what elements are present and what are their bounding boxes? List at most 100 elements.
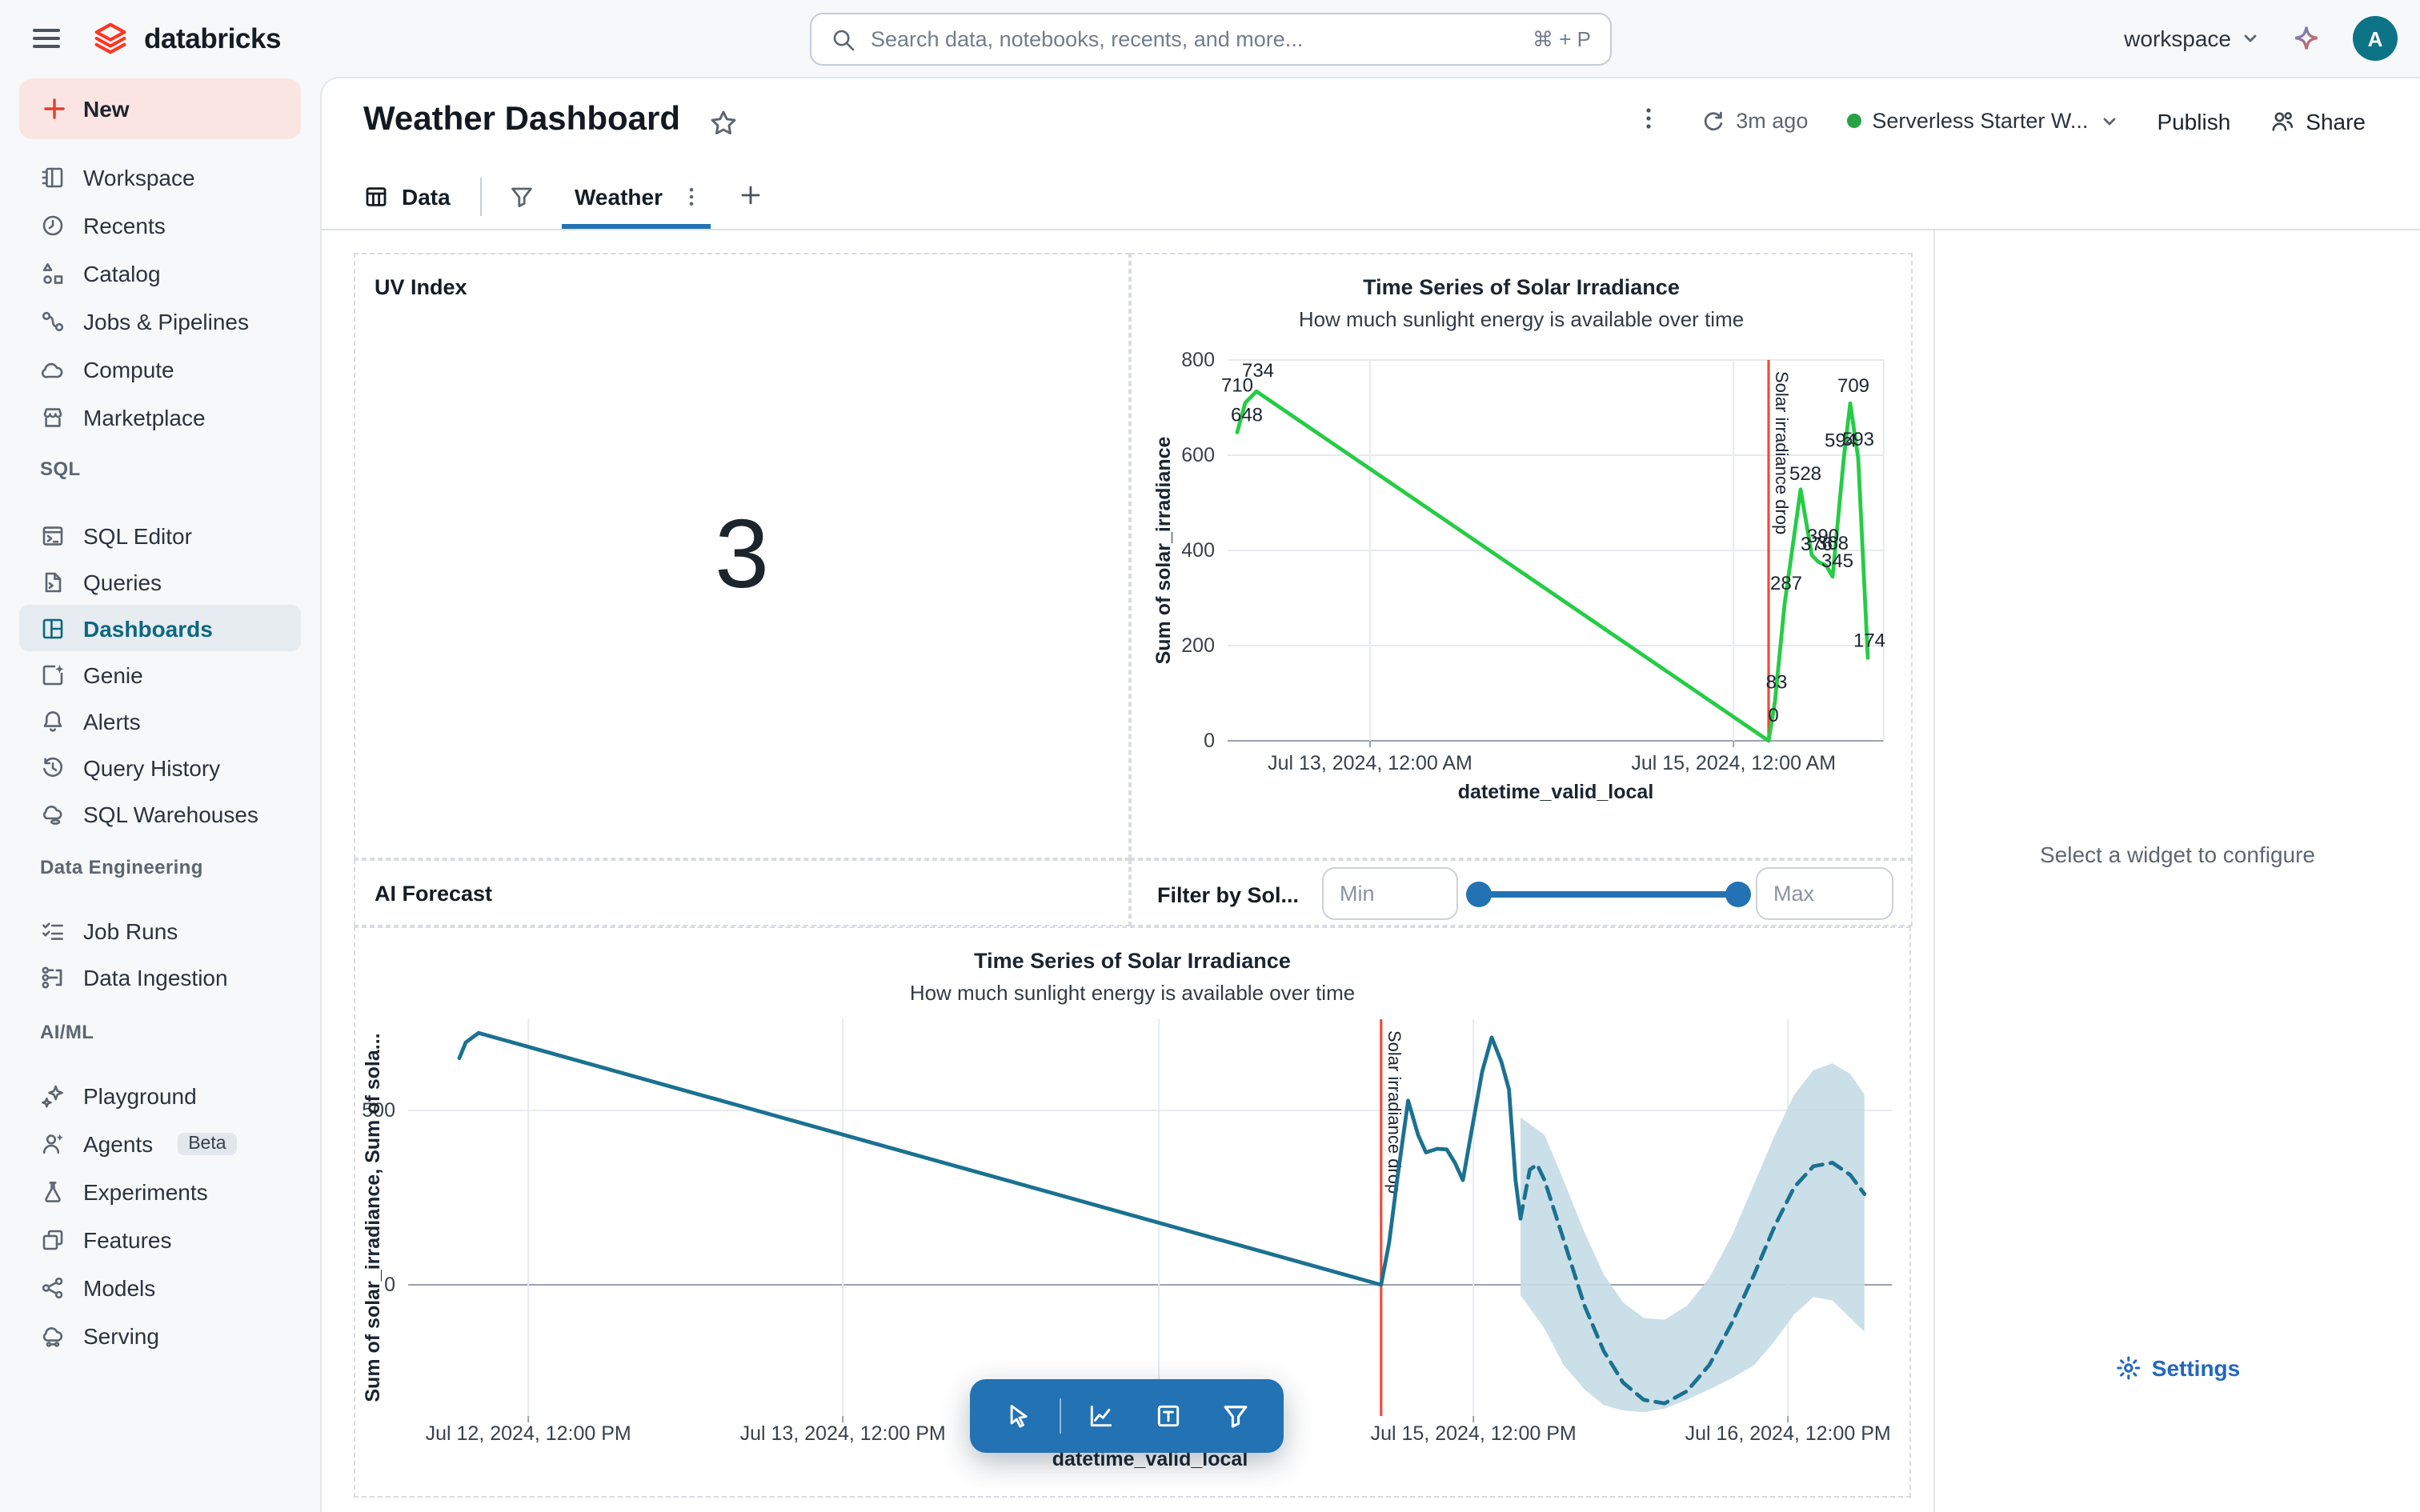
- settings-label: Settings: [2151, 1355, 2241, 1381]
- text-box-icon: [1155, 1402, 1184, 1430]
- sidebar-item-jobs-pipelines[interactable]: Jobs & Pipelines: [19, 298, 301, 346]
- gear-icon: [2115, 1355, 2141, 1381]
- sidebar-item-alerts[interactable]: Alerts: [19, 698, 301, 744]
- warehouse-status-dot: [1846, 114, 1861, 128]
- tab-bar: Data Weather: [322, 163, 2420, 230]
- share-button[interactable]: Share: [2269, 108, 2366, 134]
- sidebar-item-queries[interactable]: Queries: [19, 558, 301, 605]
- add-visualization-tool[interactable]: [1076, 1390, 1128, 1442]
- settings-button[interactable]: Settings: [2115, 1355, 2240, 1381]
- hamburger-menu-button[interactable]: [29, 22, 64, 54]
- filter-min-input[interactable]: [1322, 867, 1458, 920]
- sidebar-item-label: Workspace: [83, 165, 195, 190]
- search-shortcut: ⌘ + P: [1533, 26, 1591, 50]
- databricks-logo[interactable]: databricks: [90, 16, 281, 61]
- widget-ai-forecast[interactable]: AI Forecast: [354, 859, 1130, 926]
- sidebar-item-label: Models: [83, 1275, 156, 1301]
- tab-data[interactable]: Data: [363, 163, 451, 230]
- svg-text:528: 528: [1789, 463, 1821, 485]
- favorite-star-button[interactable]: [709, 109, 738, 142]
- sidebar-section-sql: SQL: [40, 458, 81, 480]
- new-button[interactable]: New: [19, 78, 301, 139]
- sidebar-item-label: Dashboards: [83, 615, 213, 641]
- playground-icon: [40, 1083, 66, 1109]
- select-cursor-tool[interactable]: [992, 1390, 1044, 1442]
- sidebar-item-job-runs[interactable]: Job Runs: [19, 907, 301, 954]
- svg-text:390: 390: [1807, 526, 1839, 547]
- refresh-time-label: 3m ago: [1736, 109, 1809, 133]
- experiments-icon: [40, 1179, 66, 1205]
- plus-icon: [42, 96, 67, 122]
- widget-uv-index[interactable]: UV Index 3: [354, 253, 1130, 859]
- sidebar-item-genie[interactable]: Genie: [19, 651, 301, 698]
- avatar[interactable]: A: [2353, 16, 2398, 61]
- warehouse-selector[interactable]: Serverless Starter W...: [1846, 109, 2118, 133]
- sidebar-item-recents[interactable]: Recents: [19, 202, 301, 250]
- filter-max-input[interactable]: [1756, 867, 1893, 920]
- sidebar-item-label: Marketplace: [83, 405, 206, 430]
- filter-range-slider[interactable]: [1466, 880, 1751, 909]
- slider-handle-min[interactable]: [1466, 882, 1492, 907]
- widget-solar-filter[interactable]: Filter by Sol...: [1130, 859, 1913, 926]
- star-icon: [709, 109, 738, 138]
- slider-handle-max[interactable]: [1725, 882, 1751, 907]
- sidebar-item-marketplace[interactable]: Marketplace: [19, 394, 301, 442]
- add-textbox-tool[interactable]: [1144, 1390, 1195, 1442]
- sidebar-item-sql-editor[interactable]: SQL Editor: [19, 512, 301, 558]
- search-icon: [831, 26, 856, 52]
- sidebar-item-sql-warehouses[interactable]: SQL Warehouses: [19, 790, 301, 837]
- warehouse-icon: [40, 801, 66, 826]
- dashboard-canvas: UV Index 3 Time Series of Solar Irradian…: [322, 230, 1933, 1512]
- history-icon: [40, 754, 66, 780]
- sidebar-item-playground[interactable]: Playground: [19, 1072, 301, 1120]
- chevron-down-icon: [2099, 111, 2118, 130]
- svg-text:Sum of solar_irradiance: Sum of solar_irradiance: [1152, 436, 1175, 664]
- filter-icon[interactable]: [509, 184, 535, 210]
- table-icon: [363, 184, 389, 210]
- sidebar-item-catalog[interactable]: Catalog: [19, 250, 301, 298]
- sidebar-item-features[interactable]: Features: [19, 1216, 301, 1264]
- avatar-letter: A: [2367, 26, 2383, 50]
- svg-text:83: 83: [1766, 672, 1788, 694]
- uv-widget-title: UV Index: [375, 275, 467, 299]
- header-kebab-button[interactable]: [1635, 106, 1661, 136]
- global-search[interactable]: ⌘ + P: [810, 13, 1612, 66]
- tab-kebab-icon[interactable]: [680, 186, 703, 208]
- publish-button[interactable]: Publish: [2157, 108, 2231, 134]
- sidebar-item-query-history[interactable]: Query History: [19, 744, 301, 790]
- svg-text:0: 0: [1204, 730, 1215, 752]
- add-tab-button[interactable]: [731, 178, 770, 216]
- sidebar-item-workspace[interactable]: Workspace: [19, 154, 301, 202]
- refresh-status[interactable]: 3m ago: [1699, 108, 1808, 134]
- alerts-icon: [40, 708, 66, 734]
- assistant-sparkle-icon[interactable]: [2289, 21, 2324, 56]
- chevron-down-icon: [2241, 29, 2260, 48]
- sidebar-item-data-ingestion[interactable]: Data Ingestion: [19, 954, 301, 1002]
- sidebar-item-agents[interactable]: Agents Beta: [19, 1120, 301, 1168]
- sidebar-item-label: Genie: [83, 662, 143, 687]
- sidebar-section-ai-ml: AI/ML: [40, 1021, 94, 1043]
- refresh-icon: [1699, 108, 1725, 134]
- sidebar-item-serving[interactable]: Serving: [19, 1312, 301, 1360]
- hamburger-icon: [30, 22, 62, 54]
- svg-text:Solar irradiance drop: Solar irradiance drop: [1772, 371, 1792, 534]
- sidebar-item-dashboards[interactable]: Dashboards: [19, 605, 301, 651]
- ai-forecast-label: AI Forecast: [375, 882, 493, 906]
- beta-badge: Beta: [177, 1133, 238, 1155]
- sidebar-item-models[interactable]: Models: [19, 1264, 301, 1312]
- dashboard-content: UV Index 3 Time Series of Solar Irradian…: [322, 230, 2420, 1512]
- sidebar-item-compute[interactable]: Compute: [19, 346, 301, 394]
- sidebar-item-label: Job Runs: [83, 918, 178, 944]
- sidebar-item-label: Query History: [83, 754, 221, 780]
- search-input[interactable]: [871, 27, 1518, 51]
- genie-icon: [40, 662, 66, 687]
- workspace-switcher[interactable]: workspace: [2124, 26, 2260, 51]
- widget-solar-irradiance-chart[interactable]: Time Series of Solar Irradiance How much…: [1130, 253, 1913, 859]
- share-label: Share: [2306, 108, 2366, 134]
- sidebar-item-experiments[interactable]: Experiments: [19, 1168, 301, 1216]
- add-filter-tool[interactable]: [1210, 1390, 1261, 1442]
- tab-weather[interactable]: Weather: [575, 163, 703, 230]
- svg-text:datetime_valid_local: datetime_valid_local: [1458, 781, 1654, 803]
- uv-index-value: 3: [715, 499, 769, 608]
